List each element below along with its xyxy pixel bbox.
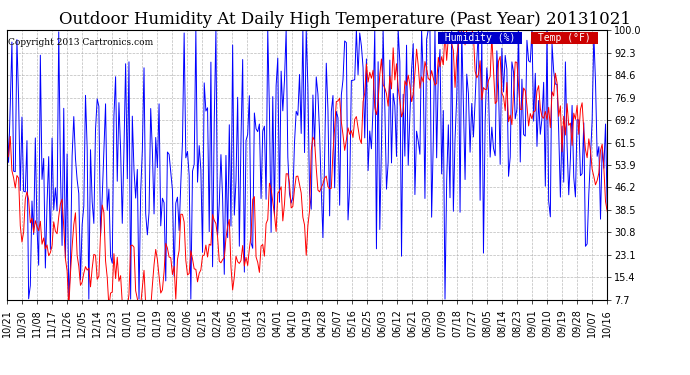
Text: Humidity (%): Humidity (%) (439, 33, 522, 43)
Text: Temp (°F): Temp (°F) (532, 33, 597, 43)
Text: Outdoor Humidity At Daily High Temperature (Past Year) 20131021: Outdoor Humidity At Daily High Temperatu… (59, 11, 631, 28)
Text: Copyright 2013 Cartronics.com: Copyright 2013 Cartronics.com (8, 38, 153, 47)
